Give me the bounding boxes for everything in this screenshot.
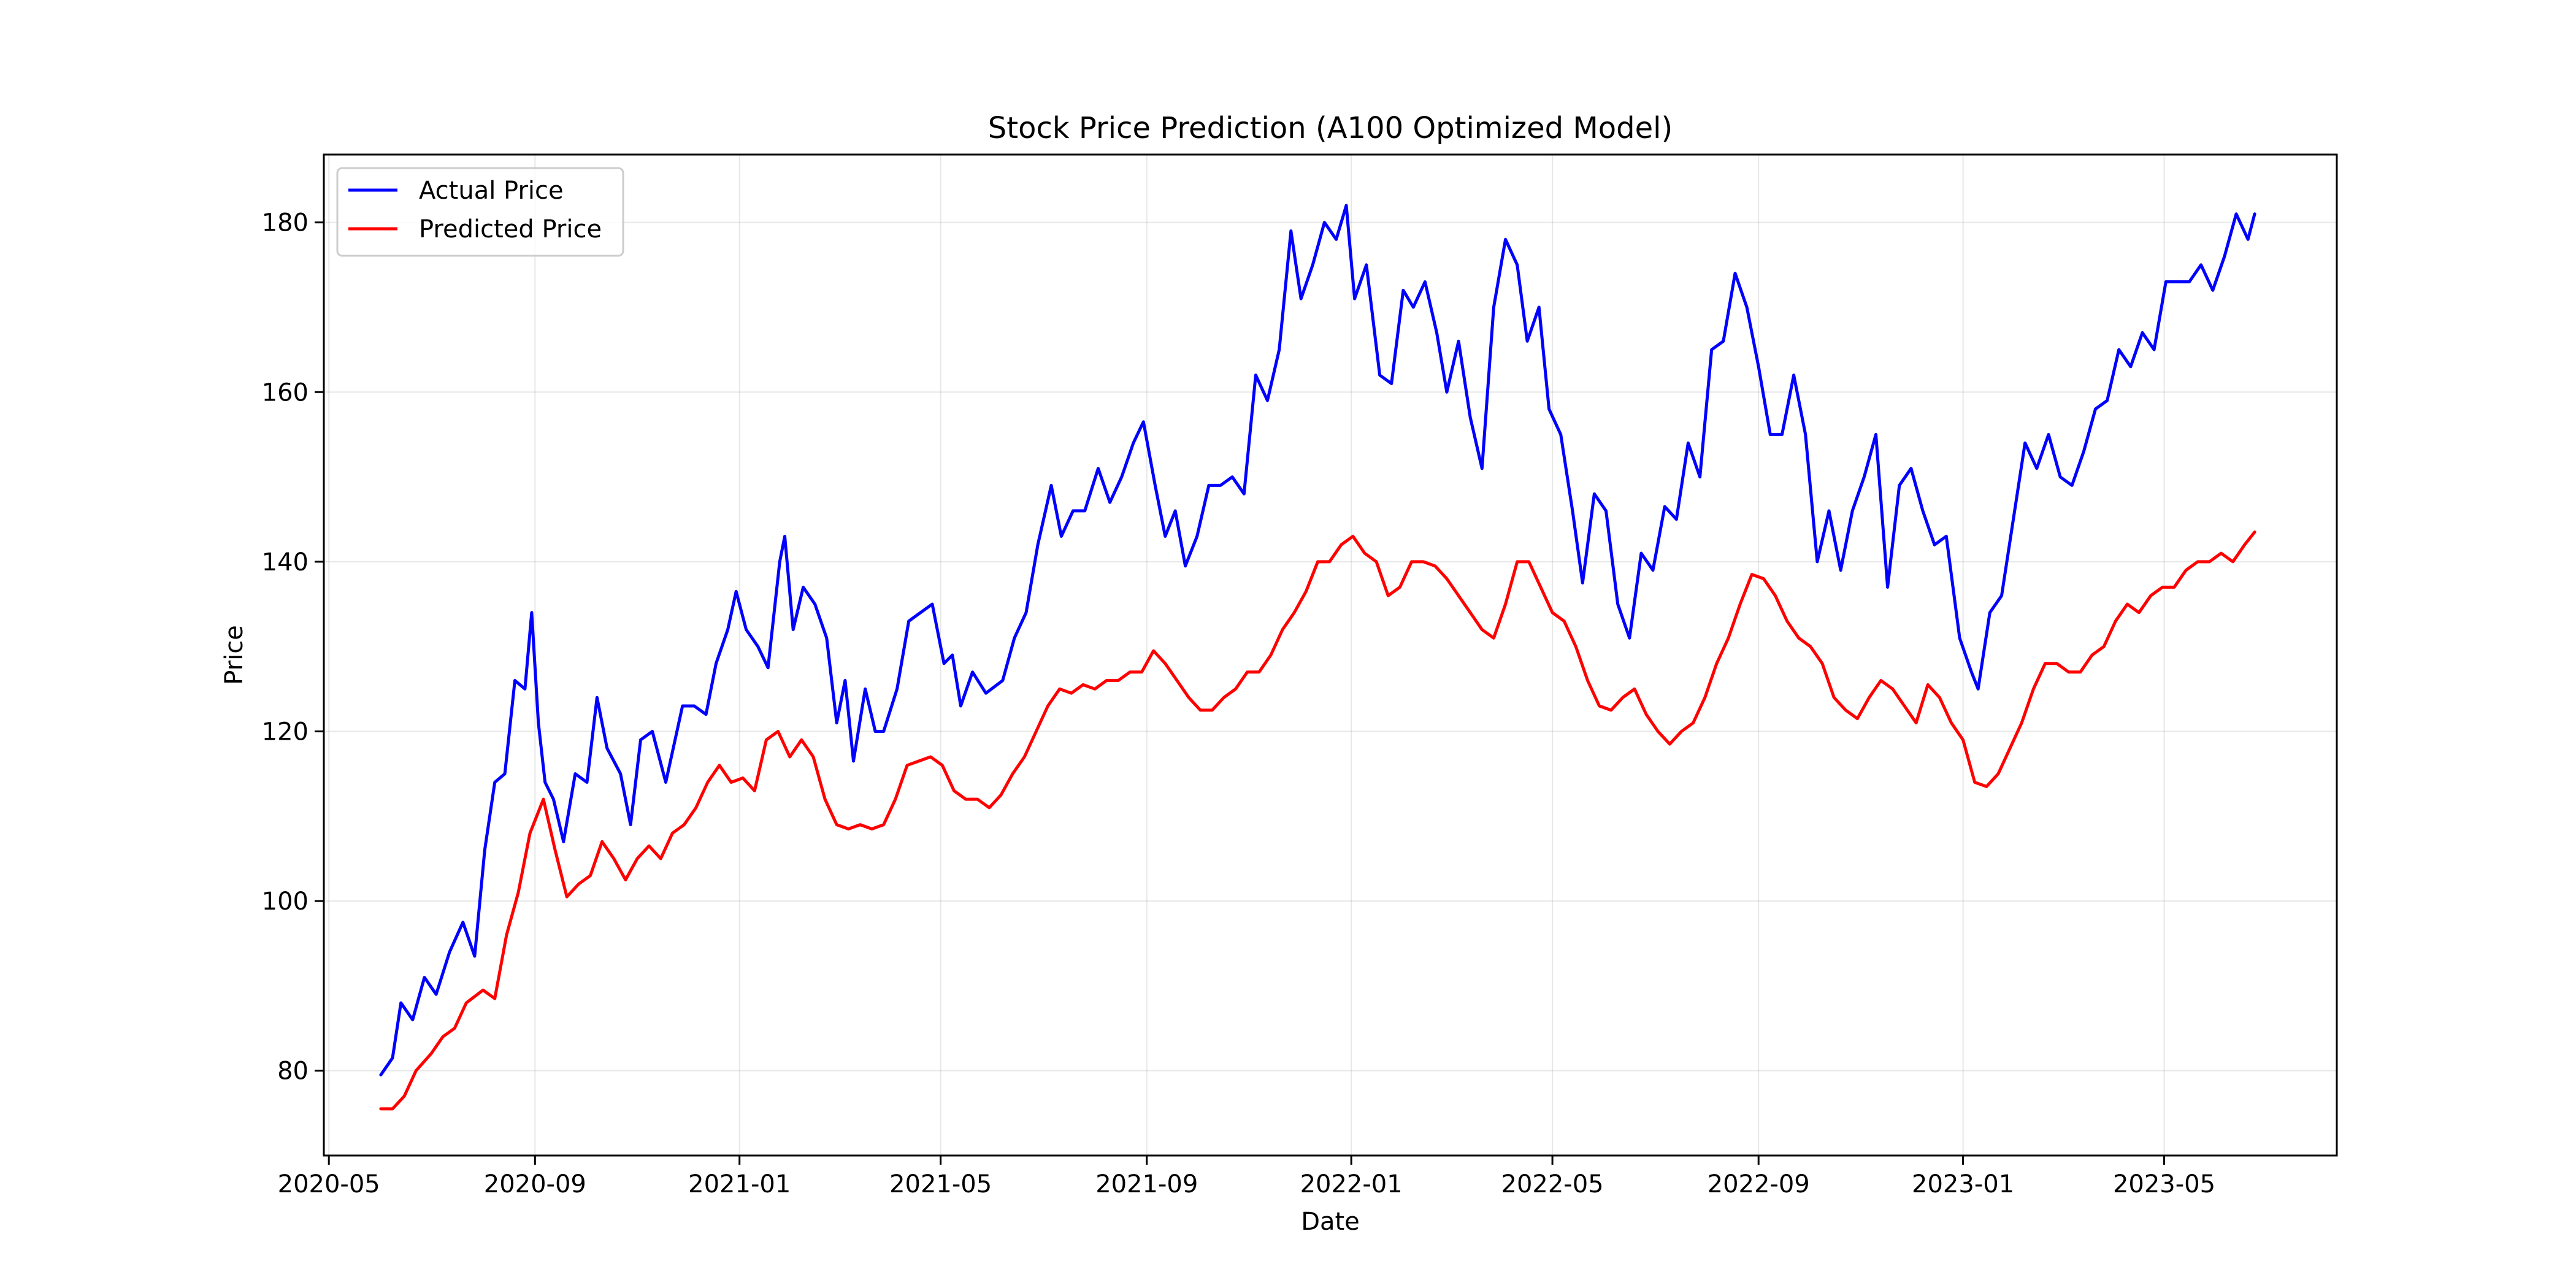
legend-label-predicted: Predicted Price — [419, 215, 602, 243]
x-tick-label: 2022-01 — [1300, 1170, 1403, 1198]
y-tick-label: 80 — [277, 1057, 309, 1086]
x-tick-label: 2023-05 — [2113, 1170, 2215, 1198]
x-tick-label: 2021-05 — [889, 1170, 992, 1198]
y-axis: 80 100 120 140 160 180 — [262, 209, 324, 1086]
y-tick-label: 100 — [262, 887, 309, 916]
series-line-predicted-price — [379, 531, 2256, 1111]
x-tick-label: 2023-01 — [1912, 1170, 2014, 1198]
x-tick-label: 2021-01 — [688, 1170, 791, 1198]
x-axis-label: Date — [1301, 1208, 1360, 1236]
y-tick-label: 160 — [262, 378, 309, 407]
plot-frame — [323, 153, 2338, 1157]
x-tick-label: 2020-09 — [484, 1170, 586, 1198]
y-tick-label: 180 — [262, 209, 309, 237]
legend-box — [336, 167, 624, 257]
x-tick-label: 2022-09 — [1708, 1170, 1810, 1198]
y-tick-label: 140 — [262, 548, 309, 577]
series-layer — [379, 204, 2256, 1111]
y-tick-label: 120 — [262, 718, 309, 746]
legend: Actual Price Predicted Price — [336, 167, 624, 257]
legend-label-actual: Actual Price — [419, 177, 564, 205]
x-tick-label: 2022-05 — [1501, 1170, 1604, 1198]
series-line-actual-price — [379, 204, 2256, 1077]
x-tick-label: 2020-05 — [278, 1170, 380, 1198]
x-tick-label: 2021-09 — [1095, 1170, 1198, 1198]
y-axis-label: Price — [220, 625, 248, 685]
x-axis: 2020-05 2020-09 2021-01 2021-05 2021-09 2022-… — [278, 1156, 2215, 1198]
chart-title: Stock Price Prediction (A100 Optimized M… — [988, 111, 1673, 145]
